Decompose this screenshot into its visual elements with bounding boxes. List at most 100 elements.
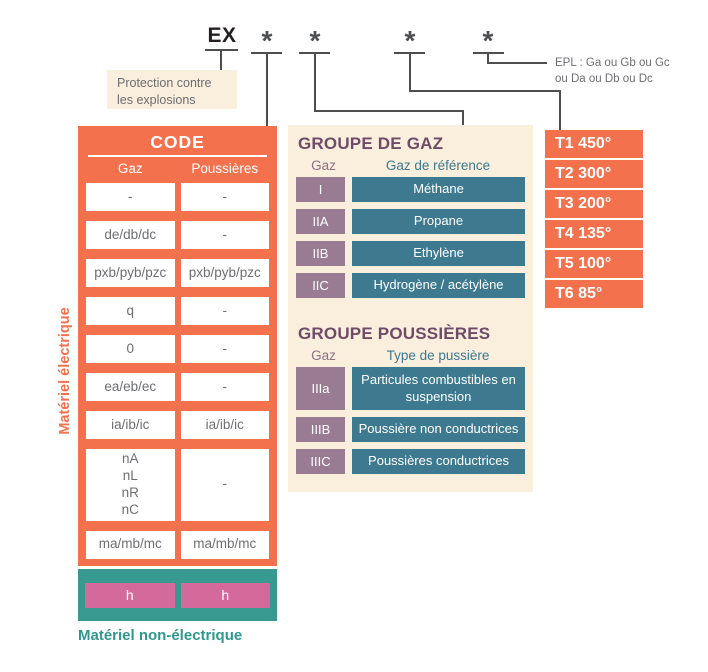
connector-line <box>314 110 464 112</box>
code-col-gaz: Gaz <box>117 161 143 176</box>
dust-row: IIIC Poussières conductrices <box>296 449 525 474</box>
connector-line <box>462 110 464 126</box>
divider <box>88 155 267 157</box>
gas-row: I Méthane <box>296 177 525 202</box>
code-cell-poussieres: ma/mb/mc <box>180 530 269 559</box>
gas-row: IIB Ethylène <box>296 241 525 266</box>
code-cell-poussieres: - <box>180 183 269 211</box>
temp-class: T6 85° <box>545 280 643 308</box>
code-cell-gaz: nA nL nR nC <box>86 449 175 521</box>
code-table: CODE Gaz Poussières - - de/db/dc - pxb/p… <box>78 126 277 597</box>
epl-line-1: EPL : Ga ou Gb ou Gc <box>555 57 670 69</box>
connector-line <box>559 90 561 130</box>
temperature-classes: T1 450° T2 300° T3 200° T4 135° T5 100° … <box>545 130 643 308</box>
dust-label: Poussières conductrices <box>352 449 525 474</box>
connector-line <box>314 54 316 112</box>
table-row: q - <box>86 297 269 325</box>
protection-note: Protection contre les explosions <box>107 70 237 109</box>
dust-col-code: Gaz <box>311 348 336 363</box>
table-row: nA nL nR nC - <box>86 449 269 521</box>
code-table-rows: - - de/db/dc - pxb/pyb/pzc pxb/pyb/pzc q… <box>86 183 269 597</box>
h-cell-poussieres: h <box>180 582 270 608</box>
gas-group-rows: I Méthane IIA Propane IIB Ethylène IIC H… <box>296 177 525 298</box>
table-row: - - <box>86 183 269 211</box>
connector-line <box>409 54 411 92</box>
dust-label: Particules combustibles en suspension <box>352 367 525 410</box>
asterisk-4: * <box>482 25 494 56</box>
code-cell-poussieres: pxb/pyb/pzc <box>180 259 269 287</box>
code-cell-poussieres: - <box>180 221 269 249</box>
table-row: 0 - <box>86 335 269 363</box>
materiel-electrique-label: Matériel électrique <box>57 307 73 435</box>
gas-label: Ethylène <box>352 241 525 266</box>
groups-panel: GROUPE DE GAZ Gaz Gaz de référence I Mét… <box>288 125 533 492</box>
code-cell-poussieres: - <box>180 373 269 401</box>
connector-line <box>299 52 330 54</box>
dust-group-title: GROUPE POUSSIÈRES <box>298 324 491 343</box>
dust-code: IIIB <box>296 417 345 442</box>
connector-line <box>473 52 504 54</box>
code-cell-gaz: 0 <box>86 335 175 363</box>
dust-row: IIIa Particules combustibles en suspensi… <box>296 367 525 410</box>
gas-row: IIA Propane <box>296 209 525 234</box>
connector-line <box>205 49 238 51</box>
table-row: ea/eb/ec - <box>86 373 269 401</box>
code-cell-poussieres: - <box>180 335 269 363</box>
gas-row: IIC Hydrogène / acétylène <box>296 273 525 298</box>
connector-line <box>251 52 282 54</box>
temp-class: T5 100° <box>545 250 643 278</box>
code-cell-gaz: de/db/dc <box>86 221 175 249</box>
dust-group-rows: IIIa Particules combustibles en suspensi… <box>296 367 525 474</box>
code-table-title: CODE <box>150 132 205 152</box>
gas-label: Propane <box>352 209 525 234</box>
gas-code: IIA <box>296 209 345 234</box>
code-cell-poussieres: - <box>180 449 269 521</box>
code-cell-gaz: ia/ib/ic <box>86 411 175 439</box>
code-cell-gaz: ea/eb/ec <box>86 373 175 401</box>
code-col-poussieres: Poussières <box>191 161 259 176</box>
gas-code: IIC <box>296 273 345 298</box>
code-cell-gaz: - <box>86 183 175 211</box>
connector-line <box>487 54 489 64</box>
dust-code: IIIC <box>296 449 345 474</box>
dust-col-type: Type de pussière <box>386 348 490 363</box>
gas-group-title: GROUPE DE GAZ <box>298 134 444 153</box>
code-cell-poussieres: - <box>180 297 269 325</box>
table-row: pxb/pyb/pzc pxb/pyb/pzc <box>86 259 269 287</box>
epl-note: EPL : Ga ou Gb ou Gc ou Da ou Db ou Dc <box>555 56 670 87</box>
gas-label: Hydrogène / acétylène <box>352 273 525 298</box>
epl-line-2: ou Da ou Db ou Dc <box>555 72 653 85</box>
dust-label: Poussière non conductrices <box>352 417 525 442</box>
table-row: ia/ib/ic ia/ib/ic <box>86 411 269 439</box>
ex-label: EX <box>207 24 237 47</box>
materiel-non-electrique-label: Matériel non-électrique <box>78 627 243 644</box>
code-table-header: Gaz Poussières <box>86 161 269 176</box>
table-row: ma/mb/mc ma/mb/mc <box>86 530 269 559</box>
gas-label: Méthane <box>352 177 525 202</box>
gas-group-header: Gaz Gaz de référence <box>296 158 525 173</box>
dust-row: IIIB Poussière non conductrices <box>296 417 525 442</box>
connector-line <box>394 52 425 54</box>
gas-col-code: Gaz <box>311 158 336 173</box>
temp-class: T4 135° <box>545 220 643 248</box>
gas-code: IIB <box>296 241 345 266</box>
connector-line <box>220 51 222 71</box>
non-electric-row: h h <box>78 569 277 621</box>
gas-code: I <box>296 177 345 202</box>
code-cell-poussieres: ia/ib/ic <box>180 411 269 439</box>
connector-line <box>409 90 561 92</box>
dust-code: IIIa <box>296 367 345 410</box>
asterisk-1: * <box>261 25 273 56</box>
connector-line <box>266 54 268 126</box>
dust-group-header: Gaz Type de pussière <box>296 348 525 363</box>
table-row: de/db/dc - <box>86 221 269 249</box>
h-cell-gaz: h <box>85 582 175 608</box>
temp-class: T2 300° <box>545 160 643 188</box>
asterisk-2: * <box>309 25 321 56</box>
temp-class: T1 450° <box>545 130 643 158</box>
asterisk-3: * <box>404 25 416 56</box>
gas-col-ref: Gaz de référence <box>385 158 491 173</box>
code-cell-gaz: ma/mb/mc <box>86 530 175 559</box>
code-cell-gaz: pxb/pyb/pzc <box>86 259 175 287</box>
